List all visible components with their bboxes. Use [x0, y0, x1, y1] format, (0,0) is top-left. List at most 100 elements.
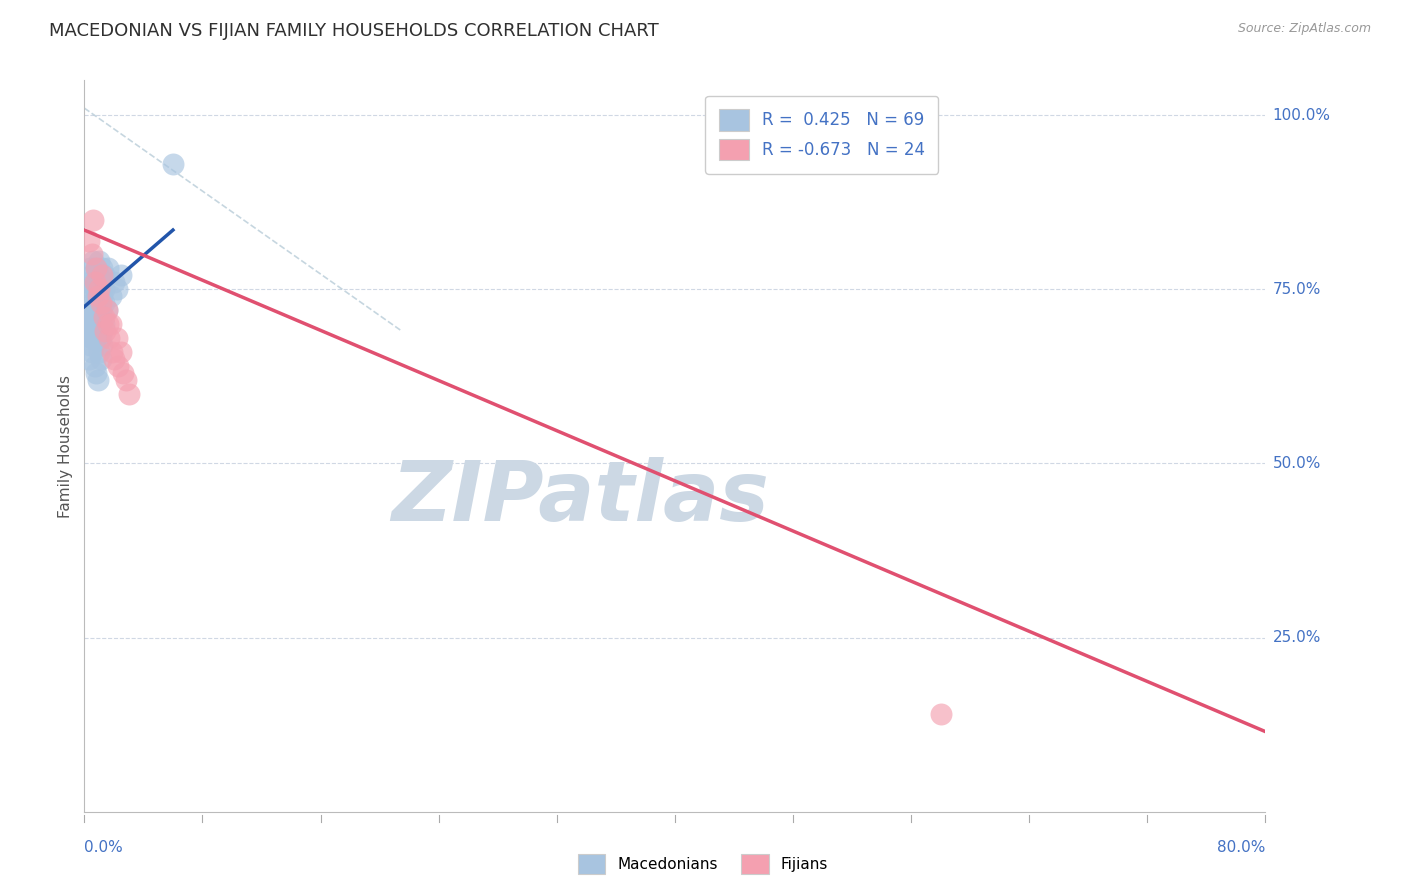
Point [86, 331, 108, 345]
Point [76, 331, 98, 345]
Point [86, 317, 108, 331]
Point [83, 296, 105, 310]
Point [93, 268, 115, 283]
Text: 80.0%: 80.0% [1218, 839, 1265, 855]
Point [110, 345, 132, 359]
Point [79, 303, 101, 318]
Point [80, 282, 103, 296]
Point [86, 303, 108, 318]
Point [80, 296, 103, 310]
Point [80, 268, 103, 283]
Point [162, 157, 184, 171]
Text: Source: ZipAtlas.com: Source: ZipAtlas.com [1237, 22, 1371, 36]
Point [93, 317, 115, 331]
Point [93, 310, 115, 325]
Point [83, 331, 105, 345]
Point [87, 296, 111, 310]
Point [84, 289, 107, 303]
Point [91, 289, 114, 303]
Legend: R =  0.425   N = 69, R = -0.673   N = 24: R = 0.425 N = 69, R = -0.673 N = 24 [706, 96, 938, 174]
Text: MACEDONIAN VS FIJIAN FAMILY HOUSEHOLDS CORRELATION CHART: MACEDONIAN VS FIJIAN FAMILY HOUSEHOLDS C… [49, 22, 659, 40]
Text: 0.0%: 0.0% [84, 839, 124, 855]
Point [82, 310, 104, 325]
Point [103, 351, 125, 366]
Point [82, 324, 104, 338]
Point [97, 317, 120, 331]
Point [91, 324, 114, 338]
Point [84, 261, 107, 276]
Point [77, 275, 100, 289]
Point [80, 247, 103, 261]
Y-axis label: Family Households: Family Households [58, 375, 73, 517]
Text: 25.0%: 25.0% [1272, 630, 1322, 645]
Text: 100.0%: 100.0% [1272, 108, 1331, 122]
Point [82, 212, 104, 227]
Text: ZIPatlas: ZIPatlas [391, 457, 769, 538]
Point [91, 338, 114, 352]
Point [79, 338, 101, 352]
Legend: Macedonians, Fijians: Macedonians, Fijians [572, 848, 834, 880]
Point [90, 317, 112, 331]
Point [84, 296, 107, 310]
Point [87, 310, 111, 325]
Point [90, 275, 112, 289]
Point [79, 261, 101, 276]
Point [77, 317, 100, 331]
Point [105, 282, 128, 296]
Point [86, 373, 108, 387]
Text: 75.0%: 75.0% [1272, 282, 1322, 297]
Point [84, 324, 107, 338]
Point [80, 331, 103, 345]
Point [77, 351, 100, 366]
Point [114, 373, 136, 387]
Point [84, 261, 107, 276]
Point [100, 317, 122, 331]
Point [87, 254, 111, 268]
Point [94, 324, 117, 338]
Point [93, 296, 115, 310]
Point [83, 317, 105, 331]
Point [90, 331, 112, 345]
Point [87, 289, 111, 303]
Point [80, 310, 103, 325]
Point [96, 303, 118, 318]
Point [118, 386, 141, 401]
Text: 50.0%: 50.0% [1272, 456, 1322, 471]
Point [91, 310, 114, 325]
Point [82, 289, 104, 303]
Point [77, 234, 100, 248]
Point [82, 317, 104, 331]
Point [98, 331, 121, 345]
Point [90, 282, 112, 296]
Point [83, 359, 105, 373]
Point [84, 310, 107, 325]
Point [86, 268, 108, 283]
Point [84, 366, 107, 380]
Point [84, 303, 107, 318]
Point [83, 275, 105, 289]
Point [82, 254, 104, 268]
Point [87, 324, 111, 338]
Point [90, 303, 112, 318]
Point [100, 289, 122, 303]
Point [83, 275, 105, 289]
Point [82, 303, 104, 318]
Point [101, 345, 124, 359]
Point [91, 261, 114, 276]
Point [83, 282, 105, 296]
Point [80, 345, 103, 359]
Point [91, 268, 114, 283]
Point [87, 345, 111, 359]
Point [90, 351, 112, 366]
Point [110, 268, 132, 283]
Point [111, 366, 134, 380]
Point [107, 359, 129, 373]
Point [105, 331, 128, 345]
Point [79, 324, 101, 338]
Point [86, 296, 108, 310]
Point [97, 261, 120, 276]
Point [96, 303, 118, 318]
Point [86, 282, 108, 296]
Point [82, 331, 104, 345]
Point [93, 282, 115, 296]
